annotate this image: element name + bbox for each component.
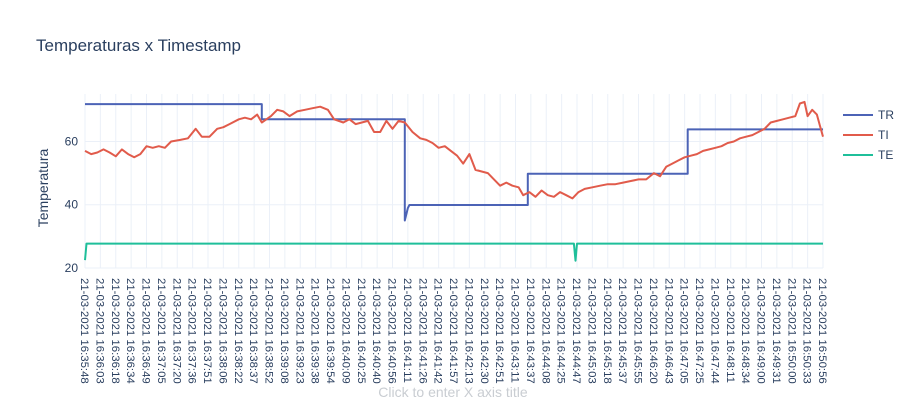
x-tick-label: 21-03-2021 16:39:38 — [309, 278, 321, 384]
x-tick-label: 21-03-2021 16:44:47 — [570, 278, 582, 384]
x-tick-label: 21-03-2021 16:45:37 — [616, 278, 628, 384]
x-tick-label: 21-03-2021 16:42:30 — [478, 278, 490, 384]
legend-label-ti[interactable]: TI — [878, 128, 889, 142]
x-tick-label: 21-03-2021 16:45:03 — [585, 278, 597, 384]
x-tick-label: 21-03-2021 16:40:40 — [370, 278, 382, 384]
x-tick-label: 21-03-2021 16:41:42 — [432, 278, 444, 384]
x-tick-label: 21-03-2021 16:50:33 — [801, 278, 813, 384]
x-tick-label: 21-03-2021 16:37:20 — [170, 278, 182, 384]
x-tick-label: 21-03-2021 16:50:56 — [816, 278, 828, 384]
x-tick-label: 21-03-2021 16:39:23 — [293, 278, 305, 384]
x-tick-label: 21-03-2021 16:35:48 — [78, 278, 90, 384]
x-tick-label: 21-03-2021 16:38:52 — [263, 278, 275, 384]
x-tick-label: 21-03-2021 16:38:06 — [216, 278, 228, 384]
x-axis-title-placeholder[interactable]: Click to enter X axis title — [378, 384, 528, 400]
legend[interactable]: TR TI TE — [843, 108, 894, 162]
x-tick-label: 21-03-2021 16:40:25 — [355, 278, 367, 384]
chart-title: Temperaturas x Timestamp — [36, 36, 241, 55]
y-tick-label: 40 — [65, 198, 79, 212]
x-tick-label: 21-03-2021 16:47:25 — [693, 278, 705, 384]
x-tick-label: 21-03-2021 16:48:11 — [724, 278, 736, 383]
x-tick-label: 21-03-2021 16:44:25 — [555, 278, 567, 384]
x-tick-label: 21-03-2021 16:38:22 — [232, 278, 244, 384]
x-tick-label: 21-03-2021 16:40:09 — [339, 278, 351, 384]
x-tick-label: 21-03-2021 16:43:37 — [524, 278, 536, 384]
x-tick-label: 21-03-2021 16:36:18 — [109, 278, 121, 384]
x-tick-label: 21-03-2021 16:45:18 — [601, 278, 613, 384]
series-layer — [84, 100, 824, 262]
y-tick-label: 20 — [65, 261, 79, 275]
x-tick-label: 21-03-2021 16:41:26 — [416, 278, 428, 384]
x-tick-label: 21-03-2021 16:44:08 — [539, 278, 551, 384]
y-axis-ticks: 20 40 60 — [65, 134, 79, 275]
x-tick-label: 21-03-2021 16:36:34 — [124, 278, 136, 384]
x-tick-label: 21-03-2021 16:36:03 — [93, 278, 105, 384]
x-tick-label: 21-03-2021 16:42:13 — [462, 278, 474, 384]
series-line-tr — [85, 103, 823, 222]
x-tick-label: 21-03-2021 16:42:51 — [493, 278, 505, 384]
x-tick-label: 21-03-2021 16:45:55 — [632, 278, 644, 384]
legend-label-te[interactable]: TE — [878, 148, 893, 162]
x-axis-ticks: 21-03-2021 16:35:48 21-03-2021 16:36:03 21… — [78, 278, 828, 384]
x-tick-label: 21-03-2021 16:50:00 — [785, 278, 797, 384]
x-tick-label: 21-03-2021 16:39:54 — [324, 278, 336, 384]
x-tick-label: 21-03-2021 16:41:11 — [401, 278, 413, 383]
x-tick-label: 21-03-2021 16:37:05 — [155, 278, 167, 384]
x-tick-label: 21-03-2021 16:36:49 — [140, 278, 152, 384]
x-tick-label: 21-03-2021 16:48:34 — [739, 278, 751, 384]
series-line-ti — [84, 100, 824, 200]
y-tick-label: 60 — [65, 134, 79, 148]
x-tick-label: 21-03-2021 16:46:20 — [647, 278, 659, 384]
x-tick-label: 21-03-2021 16:49:31 — [770, 278, 782, 384]
x-tick-label: 21-03-2021 16:43:11 — [509, 278, 521, 383]
legend-label-tr[interactable]: TR — [878, 108, 894, 122]
x-tick-label: 21-03-2021 16:40:56 — [386, 278, 398, 384]
x-tick-label: 21-03-2021 16:38:37 — [247, 278, 259, 384]
x-tick-label: 21-03-2021 16:46:43 — [662, 278, 674, 384]
x-tick-label: 21-03-2021 16:49:00 — [755, 278, 767, 384]
x-tick-label: 21-03-2021 16:37:36 — [186, 278, 198, 384]
x-tick-label: 21-03-2021 16:37:51 — [201, 278, 213, 384]
x-tick-label: 21-03-2021 16:47:05 — [678, 278, 690, 384]
y-axis-title[interactable]: Temperatura — [35, 148, 51, 227]
x-tick-label: 21-03-2021 16:39:08 — [278, 278, 290, 384]
grid-layer — [84, 94, 824, 269]
x-tick-label: 21-03-2021 16:47:44 — [708, 278, 720, 384]
x-tick-label: 21-03-2021 16:41:57 — [447, 278, 459, 384]
series-line-te — [84, 242, 823, 262]
